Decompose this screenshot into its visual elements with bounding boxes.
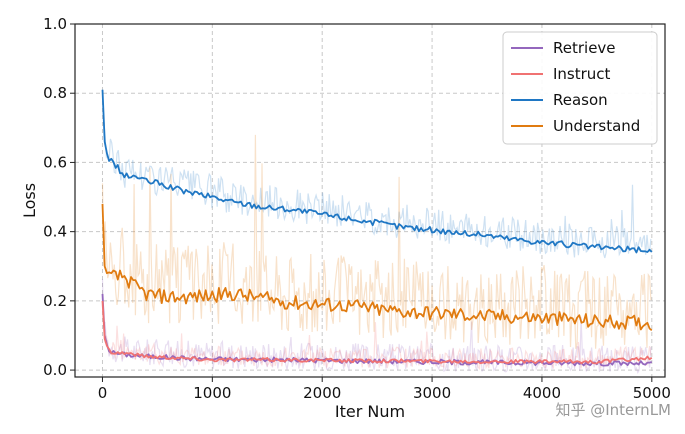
noise-band-instruct — [101, 305, 652, 371]
x-tick-label: 2000 — [303, 384, 341, 402]
axis-ticks: 0 1000 2000 3000 4000 5000 0.0 0.2 0.4 0.6 0.8 1.0 — [43, 15, 671, 402]
legend-label-retrieve: Retrieve — [553, 39, 616, 57]
legend-label-understand: Understand — [553, 117, 640, 135]
y-tick-label: 0.2 — [43, 292, 67, 310]
watermark-text: 知乎 @InternLM — [555, 401, 671, 419]
legend: Retrieve Instruct Reason Understand — [502, 31, 658, 145]
y-tick-label: 1.0 — [43, 15, 67, 33]
y-tick-label: 0.0 — [43, 361, 67, 379]
y-tick-label: 0.8 — [43, 84, 67, 102]
legend-label-instruct: Instruct — [553, 65, 611, 83]
series-lines — [101, 89, 653, 367]
plot-frame — [74, 23, 666, 378]
x-tick-label: 0 — [98, 384, 108, 402]
y-axis-title: Loss — [20, 183, 39, 218]
y-tick-label: 0.4 — [43, 223, 67, 241]
x-tick-label: 5000 — [633, 384, 671, 402]
y-tick-label: 0.6 — [43, 153, 67, 171]
noise-band-retrieve — [101, 278, 652, 374]
x-tick-label: 4000 — [523, 384, 561, 402]
noise-band-reason — [101, 89, 652, 259]
noise-band-understand — [101, 134, 652, 349]
x-tick-label: 3000 — [413, 384, 451, 402]
series-line-understand — [101, 203, 653, 332]
legend-box — [502, 31, 658, 145]
x-axis-title: Iter Num — [335, 402, 405, 421]
series-line-instruct — [101, 300, 653, 365]
legend-label-reason: Reason — [553, 91, 608, 109]
x-tick-label: 1000 — [193, 384, 231, 402]
noise-bands — [101, 89, 652, 374]
series-line-reason — [101, 89, 653, 254]
